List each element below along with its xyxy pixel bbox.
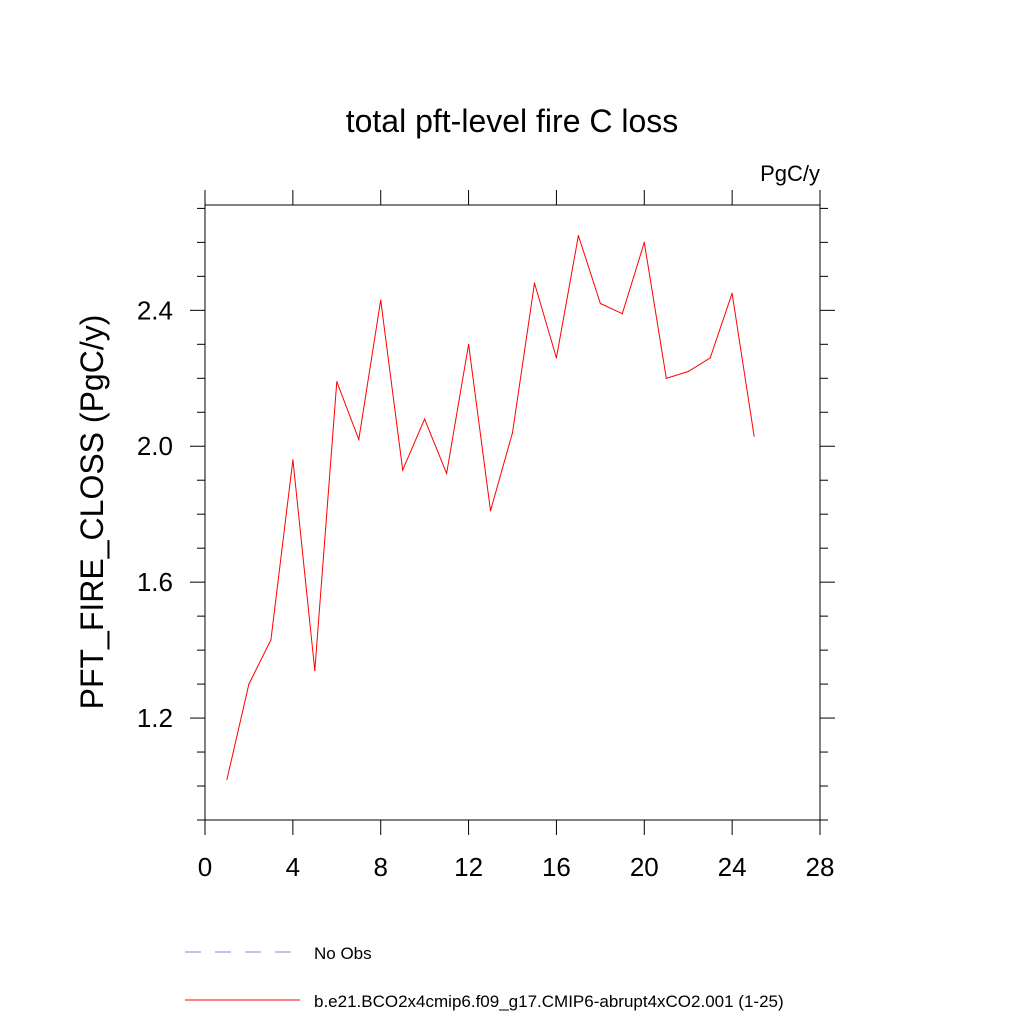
data-point	[511, 432, 514, 434]
series-layer	[226, 234, 755, 780]
data-point	[424, 418, 426, 420]
data-point	[358, 438, 360, 441]
axis-tick-labels: 0 4 8 12 16 20 24 28 1.2 1.6 2.0 2.4	[137, 295, 835, 882]
y-tick-label: 1.2	[137, 703, 173, 733]
data-point	[643, 241, 645, 243]
series-line	[226, 235, 755, 780]
data-point	[336, 381, 338, 383]
x-tick-label: 28	[806, 852, 835, 882]
data-point	[467, 343, 470, 345]
data-point	[577, 234, 579, 237]
legend-label: b.e21.BCO2x4cmip6.f09_g17.CMIP6-abrupt4x…	[314, 992, 784, 1011]
chart-title: total pft-level fire C loss	[346, 103, 679, 139]
data-point	[380, 299, 382, 301]
x-tick-label: 8	[373, 852, 387, 882]
x-tick-label: 4	[286, 852, 300, 882]
x-tick-label: 24	[718, 852, 747, 882]
x-tick-label: 20	[630, 852, 659, 882]
data-point	[270, 639, 272, 641]
axis-ticks	[190, 190, 835, 835]
data-point	[709, 357, 711, 359]
y-tick-label: 1.6	[137, 567, 173, 597]
y-tick-label: 2.0	[137, 431, 173, 461]
data-point	[555, 357, 558, 359]
data-point	[402, 469, 404, 471]
data-point	[314, 669, 316, 672]
data-point	[446, 472, 448, 475]
x-tick-label: 0	[198, 852, 212, 882]
y-tick-label: 2.4	[137, 295, 173, 325]
y-axis-label: PFT_FIRE_CLOSS (PgC/y)	[74, 315, 110, 710]
data-point	[731, 292, 733, 294]
data-point	[489, 510, 492, 512]
data-point	[753, 435, 755, 437]
data-point	[292, 459, 294, 461]
data-point	[248, 683, 250, 685]
x-tick-label: 12	[454, 852, 483, 882]
data-point	[621, 313, 623, 315]
plot-frame	[204, 204, 821, 821]
data-point	[533, 282, 536, 284]
legend-label: No Obs	[314, 944, 372, 963]
data-point	[687, 370, 689, 373]
x-tick-label: 16	[542, 852, 571, 882]
data-point	[226, 778, 228, 780]
data-point	[599, 302, 601, 305]
data-point	[665, 377, 667, 379]
legend: No Obs b.e21.BCO2x4cmip6.f09_g17.CMIP6-ab…	[185, 944, 784, 1011]
units-label: PgC/y	[760, 161, 820, 186]
